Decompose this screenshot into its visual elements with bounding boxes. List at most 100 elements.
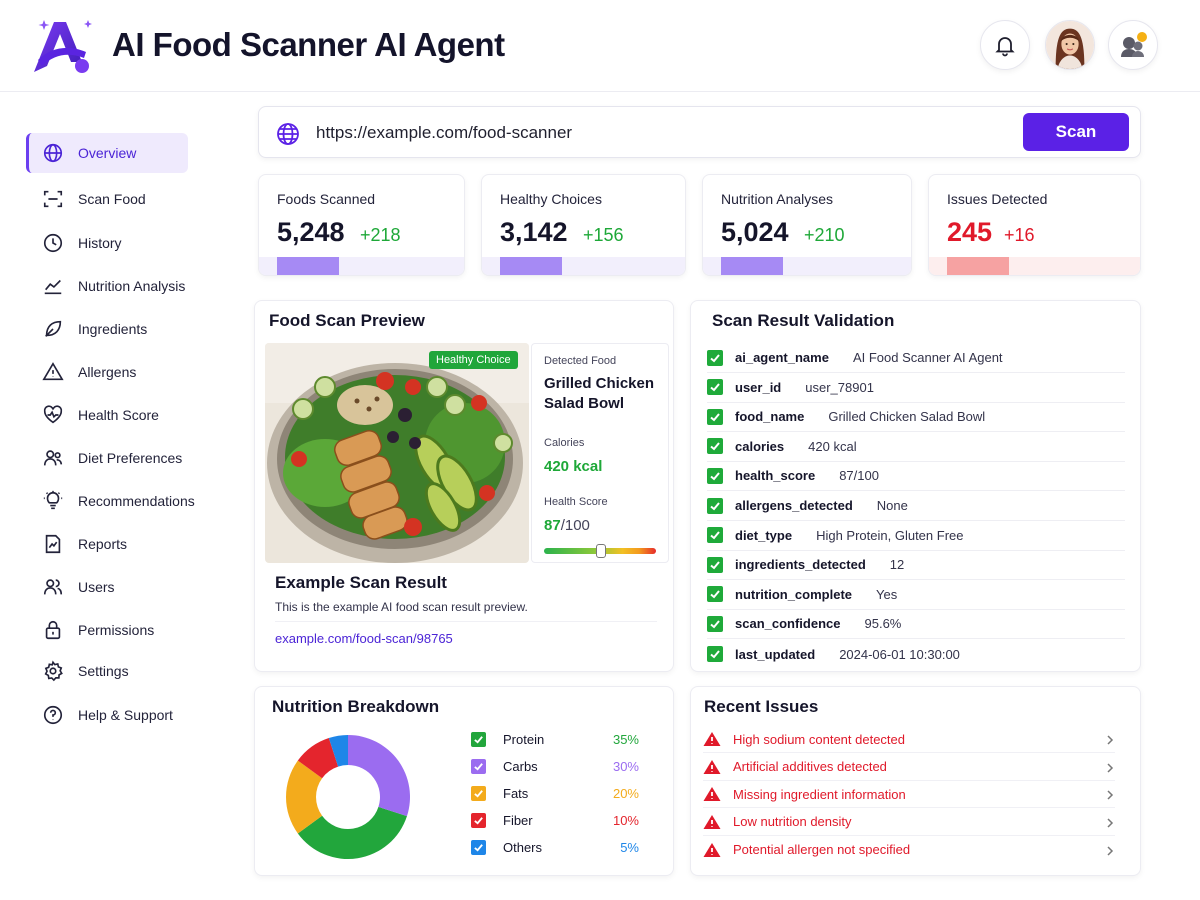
scan-button[interactable]: Scan [1023, 113, 1129, 151]
sidebar-item-label: Recommendations [78, 493, 195, 509]
help-icon [42, 704, 64, 726]
donut-slice-others[interactable] [328, 735, 348, 767]
sidebar-item-allergens[interactable]: Allergens [26, 352, 188, 392]
issue-text: Low nutrition density [733, 814, 852, 830]
ai-agent-logo-icon[interactable] [30, 14, 100, 78]
stat-value: 245 [947, 217, 993, 247]
validation-value: 12 [889, 557, 905, 573]
sidebar-item-label: Allergens [78, 364, 137, 380]
sidebar-item-recommendations[interactable]: Recommendations [26, 481, 195, 521]
validation-key: ingredients_detected [735, 557, 866, 573]
user-avatar[interactable] [1045, 20, 1095, 70]
legend-item[interactable]: Fats 20% [471, 783, 639, 803]
health-score-value: 87/100 [544, 517, 590, 534]
validation-row: nutrition_complete Yes [707, 580, 1125, 610]
check-icon [707, 586, 723, 603]
donut-slice-carbs[interactable] [348, 735, 410, 817]
legend-item[interactable]: Carbs 30% [471, 756, 639, 776]
sidebar-item-help-support[interactable]: Help & Support [26, 695, 188, 735]
legend-item[interactable]: Others 5% [471, 838, 639, 858]
validation-key: last_updated [735, 646, 816, 662]
legend-label: Fiber [503, 813, 533, 829]
validation-value: Grilled Chicken Salad Bowl [828, 409, 986, 425]
issue-row[interactable]: Missing ingredient information [703, 781, 1115, 809]
detected-food-label: Detected Food [544, 355, 617, 367]
sidebar-item-label: Reports [78, 536, 128, 552]
sidebar-item-scan-food[interactable]: Scan Food [26, 179, 188, 219]
stat-card-issues-detected: Issues Detected 245 +16 [928, 174, 1141, 276]
heart-pulse-icon [42, 404, 64, 426]
validation-value: 87/100 [839, 468, 879, 484]
sidebar-item-ingredients[interactable]: Ingredients [26, 309, 188, 349]
validation-key: diet_type [735, 527, 793, 543]
url-search-bar: Scan [258, 106, 1141, 158]
validation-key: nutrition_complete [735, 586, 853, 602]
legend-item[interactable]: Protein 35% [471, 729, 639, 749]
issue-text: Artificial additives detected [733, 759, 887, 775]
legend-checkbox-icon[interactable] [471, 840, 486, 856]
legend-checkbox-icon[interactable] [471, 785, 486, 801]
donut-slice-fiber[interactable] [297, 738, 339, 779]
donut-slice-fats[interactable] [286, 760, 323, 834]
health-score-max: /100 [560, 517, 590, 534]
sidebar-item-settings[interactable]: Settings [26, 651, 188, 691]
sidebar-item-users[interactable]: Users [26, 567, 188, 607]
validation-row: allergens_detected None [707, 491, 1125, 521]
people-icon [42, 447, 64, 469]
stat-progress-fill [500, 257, 562, 275]
warning-icon [703, 842, 721, 858]
stat-progress-track [259, 257, 464, 275]
sidebar-item-history[interactable]: History [26, 223, 188, 263]
lock-icon [42, 619, 64, 641]
stat-progress-fill [277, 257, 339, 275]
sidebar-item-label: Diet Preferences [78, 450, 183, 466]
agent-status-icon[interactable] [1108, 20, 1158, 70]
sidebar-item-label: Permissions [78, 622, 155, 638]
validation-key: calories [735, 438, 785, 454]
leaf-icon [42, 318, 64, 340]
example-scan-description: This is the example AI food scan result … [275, 600, 528, 614]
validation-value: AI Food Scanner AI Agent [852, 350, 1003, 365]
issue-row[interactable]: High sodium content detected [703, 726, 1115, 753]
warning-icon [703, 786, 721, 802]
notifications-bell-icon[interactable] [980, 20, 1030, 70]
validation-row: diet_type High Protein, Gluten Free [707, 521, 1125, 551]
validation-row: scan_confidence 95.6% [707, 609, 1125, 640]
sidebar-item-reports[interactable]: Reports [26, 524, 188, 564]
sidebar-item-nutrition-analysis[interactable]: Nutrition Analysis [26, 266, 188, 306]
issue-row[interactable]: Low nutrition density [703, 809, 1115, 836]
sidebar-item-health-score[interactable]: Health Score [26, 395, 188, 435]
legend-checkbox-icon[interactable] [471, 813, 486, 829]
issue-row[interactable]: Artificial additives detected [703, 754, 1115, 781]
legend-percent: 5% [620, 840, 639, 856]
sidebar-item-overview[interactable]: Overview [26, 133, 188, 173]
legend-checkbox-icon[interactable] [471, 758, 486, 774]
food-scan-preview-panel: Food Scan Preview [254, 300, 674, 672]
donut-slice-protein[interactable] [297, 806, 407, 859]
globe-icon [275, 121, 301, 147]
check-icon [707, 379, 723, 396]
calories-value: 420 kcal [544, 458, 603, 475]
issue-row[interactable]: Potential allergen not specified [703, 836, 1115, 863]
stat-card-healthy-choices: Healthy Choices 3,142 +156 [481, 174, 686, 276]
detected-food-name: Grilled Chicken Salad Bowl [544, 375, 655, 412]
panel-title: Scan Result Validation [712, 311, 895, 330]
stat-label: Nutrition Analyses [721, 191, 834, 207]
stat-value: 5,248 [277, 217, 345, 247]
legend-label: Carbs [503, 758, 538, 774]
app-title: AI Food Scanner AI Agent [112, 26, 505, 63]
sidebar: Overview Scan Food History Nutrition Ana… [0, 92, 225, 900]
sidebar-item-label: Ingredients [78, 321, 148, 337]
lightbulb-icon [42, 490, 64, 512]
sidebar-item-permissions[interactable]: Permissions [26, 610, 188, 650]
url-input[interactable] [316, 117, 996, 149]
stat-card-foods-scanned: Foods Scanned 5,248 +218 [258, 174, 465, 276]
legend-item[interactable]: Fiber 10% [471, 811, 639, 831]
example-scan-link[interactable]: example.com/food-scan/98765 [275, 631, 453, 646]
health-score-bar [544, 544, 656, 558]
chart-icon [42, 275, 64, 297]
chevron-right-icon [1105, 788, 1115, 800]
sidebar-item-diet-preferences[interactable]: Diet Preferences [26, 438, 188, 478]
validation-key: scan_confidence [735, 616, 841, 632]
legend-checkbox-icon[interactable] [471, 731, 486, 747]
